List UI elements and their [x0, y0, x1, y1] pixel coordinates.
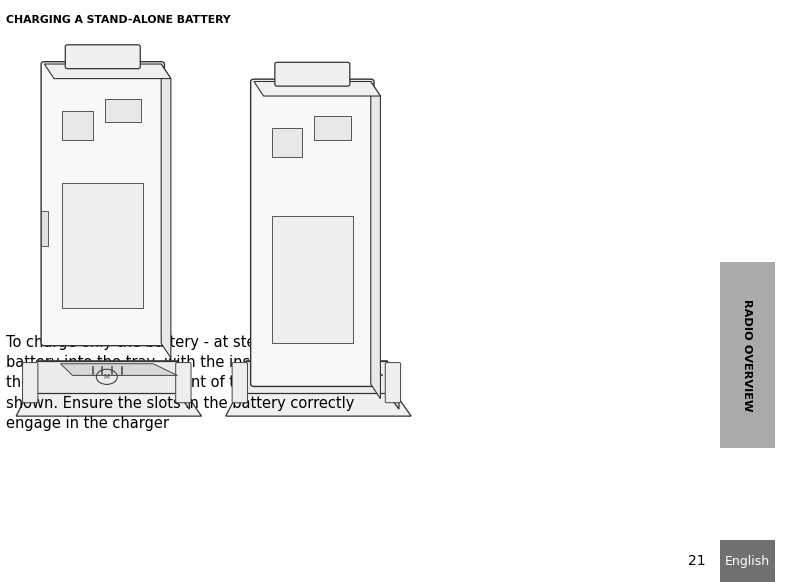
Polygon shape: [161, 64, 171, 358]
Polygon shape: [246, 361, 399, 377]
Text: RADIO OVERVIEW: RADIO OVERVIEW: [742, 299, 752, 411]
Bar: [105, 99, 141, 122]
FancyBboxPatch shape: [275, 62, 350, 86]
Polygon shape: [16, 393, 202, 416]
Text: 21: 21: [688, 554, 705, 568]
Bar: [41, 211, 48, 246]
Text: CHARGING A STAND-ALONE BATTERY: CHARGING A STAND-ALONE BATTERY: [6, 15, 231, 25]
Polygon shape: [254, 81, 380, 96]
FancyBboxPatch shape: [176, 363, 191, 403]
FancyBboxPatch shape: [65, 45, 140, 69]
FancyBboxPatch shape: [385, 363, 401, 403]
Bar: [272, 217, 353, 343]
Polygon shape: [226, 393, 411, 416]
Polygon shape: [60, 364, 177, 375]
Bar: [62, 111, 93, 140]
Polygon shape: [44, 64, 171, 79]
Polygon shape: [246, 361, 387, 393]
Polygon shape: [387, 361, 399, 409]
Text: M: M: [104, 374, 110, 380]
FancyBboxPatch shape: [23, 363, 38, 403]
Polygon shape: [371, 81, 380, 399]
FancyBboxPatch shape: [232, 363, 247, 403]
Bar: [314, 116, 351, 140]
Bar: [272, 128, 302, 157]
Text: To charge only the battery - at step 4, insert the
battery into the tray, with t: To charge only the battery - at step 4, …: [6, 335, 359, 431]
Bar: [720, 540, 775, 582]
FancyBboxPatch shape: [251, 79, 374, 386]
Polygon shape: [177, 361, 189, 409]
Polygon shape: [270, 364, 383, 375]
Text: M: M: [314, 374, 319, 380]
Polygon shape: [36, 361, 189, 377]
Polygon shape: [36, 361, 177, 393]
Text: English: English: [725, 555, 770, 567]
FancyBboxPatch shape: [41, 62, 164, 346]
Bar: [62, 183, 143, 308]
Bar: [720, 262, 775, 448]
